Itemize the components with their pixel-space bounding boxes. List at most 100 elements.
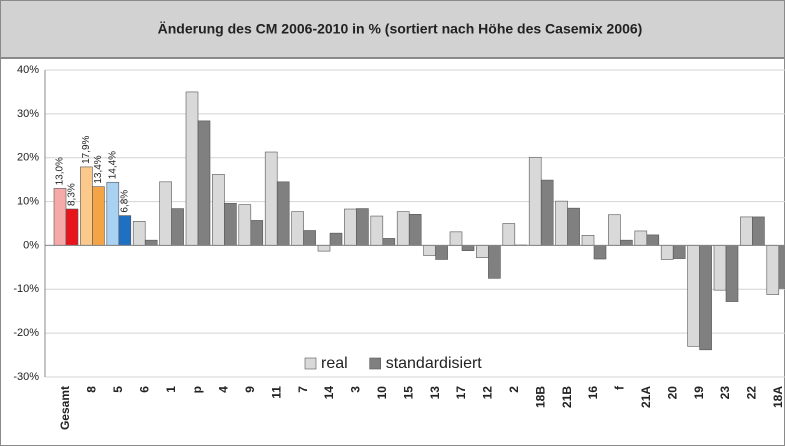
bar bbox=[528, 156, 542, 246]
bar bbox=[317, 245, 331, 252]
bar bbox=[53, 188, 67, 246]
x-tick-label: 17 bbox=[454, 386, 468, 400]
legend-label: standardisiert bbox=[386, 355, 483, 372]
bar bbox=[159, 181, 172, 246]
bar bbox=[329, 232, 343, 246]
x-tick-label: 7 bbox=[296, 386, 310, 393]
x-tick-label: p bbox=[190, 386, 204, 393]
bar bbox=[725, 245, 739, 302]
x-tick-label: 21B bbox=[560, 386, 574, 408]
x-tick-label: 2 bbox=[507, 386, 521, 393]
bar bbox=[92, 186, 105, 246]
bar bbox=[356, 208, 369, 246]
y-tick-label: 20% bbox=[17, 152, 39, 164]
x-tick-label: Gesamt bbox=[58, 386, 72, 430]
legend-swatch bbox=[369, 357, 381, 370]
x-tick-label: 16 bbox=[586, 386, 600, 400]
bar bbox=[778, 245, 785, 289]
bar bbox=[396, 211, 410, 246]
bar bbox=[540, 179, 554, 246]
bar bbox=[212, 174, 225, 246]
y-tick-label: 40% bbox=[17, 64, 39, 76]
title-bar bbox=[0, 0, 785, 58]
data-label: 17,9% bbox=[81, 135, 92, 163]
y-tick-label: -10% bbox=[13, 283, 39, 295]
data-label: 13,4% bbox=[93, 155, 104, 183]
bar bbox=[171, 208, 184, 246]
bar bbox=[197, 120, 211, 246]
legend-label: real bbox=[321, 355, 348, 372]
bar bbox=[555, 200, 568, 246]
bar bbox=[672, 245, 686, 259]
bar bbox=[593, 245, 607, 260]
bar bbox=[752, 216, 765, 246]
x-tick-label: 12 bbox=[481, 386, 495, 400]
bar bbox=[276, 181, 290, 246]
bar bbox=[423, 245, 436, 256]
bar bbox=[567, 207, 580, 246]
y-tick-label: 0% bbox=[23, 239, 39, 251]
x-tick-label: 3 bbox=[349, 386, 363, 393]
y-tick-label: -30% bbox=[13, 371, 39, 383]
x-tick-label: 13 bbox=[428, 386, 442, 400]
data-label: 14,4% bbox=[107, 151, 118, 179]
x-tick-label: 5 bbox=[111, 386, 125, 393]
bar bbox=[238, 204, 252, 246]
x-tick-label: 6 bbox=[137, 386, 151, 393]
data-label: 6,8% bbox=[119, 190, 130, 213]
bar bbox=[344, 208, 357, 246]
y-tick-label: 10% bbox=[17, 195, 39, 207]
x-tick-label: 22 bbox=[745, 386, 759, 400]
bar bbox=[608, 214, 621, 246]
bar bbox=[132, 221, 146, 246]
bar bbox=[80, 166, 93, 246]
bar bbox=[634, 230, 648, 246]
y-tick-label: -20% bbox=[13, 327, 39, 339]
bar bbox=[303, 230, 316, 246]
bar bbox=[382, 238, 396, 246]
bar bbox=[581, 235, 595, 246]
data-label: 8,3% bbox=[67, 183, 78, 206]
bar bbox=[408, 213, 422, 246]
bar bbox=[65, 208, 79, 246]
bar bbox=[646, 234, 660, 246]
x-tick-label: 18B bbox=[533, 386, 547, 408]
x-tick-label: 20 bbox=[665, 386, 679, 400]
x-tick-label: 11 bbox=[269, 386, 283, 399]
bar bbox=[449, 231, 463, 246]
bar bbox=[224, 203, 237, 246]
x-tick-label: 9 bbox=[243, 386, 257, 393]
x-tick-label: 23 bbox=[718, 386, 732, 400]
bar bbox=[699, 245, 712, 351]
bar bbox=[118, 215, 132, 246]
y-tick-label: 30% bbox=[17, 108, 39, 120]
bar bbox=[291, 211, 304, 246]
x-tick-label: 19 bbox=[692, 386, 706, 400]
bar bbox=[687, 245, 700, 347]
x-tick-label: 18A bbox=[771, 386, 785, 408]
bar bbox=[766, 245, 780, 295]
bar bbox=[435, 245, 448, 260]
bar bbox=[370, 215, 384, 246]
x-tick-label: f bbox=[613, 385, 627, 390]
data-label: 13,0% bbox=[55, 157, 66, 185]
bar bbox=[144, 239, 158, 246]
bar bbox=[713, 245, 727, 291]
bar bbox=[660, 245, 674, 260]
bar bbox=[740, 216, 753, 246]
bar bbox=[106, 181, 120, 246]
x-tick-label: 21A bbox=[639, 386, 653, 408]
x-tick-label: 10 bbox=[375, 386, 389, 400]
bar bbox=[476, 245, 489, 259]
x-tick-label: 4 bbox=[217, 386, 231, 393]
bar bbox=[185, 91, 199, 246]
chart-title: Änderung des CM 2006-2010 in % (sortiert… bbox=[158, 21, 643, 37]
x-tick-label: 14 bbox=[322, 386, 336, 400]
bar bbox=[502, 223, 516, 246]
bar bbox=[488, 245, 501, 279]
bar bbox=[620, 239, 633, 246]
bar bbox=[250, 220, 264, 246]
legend-swatch bbox=[304, 357, 317, 370]
x-tick-label: 1 bbox=[164, 386, 178, 393]
x-tick-label: 15 bbox=[401, 386, 415, 400]
